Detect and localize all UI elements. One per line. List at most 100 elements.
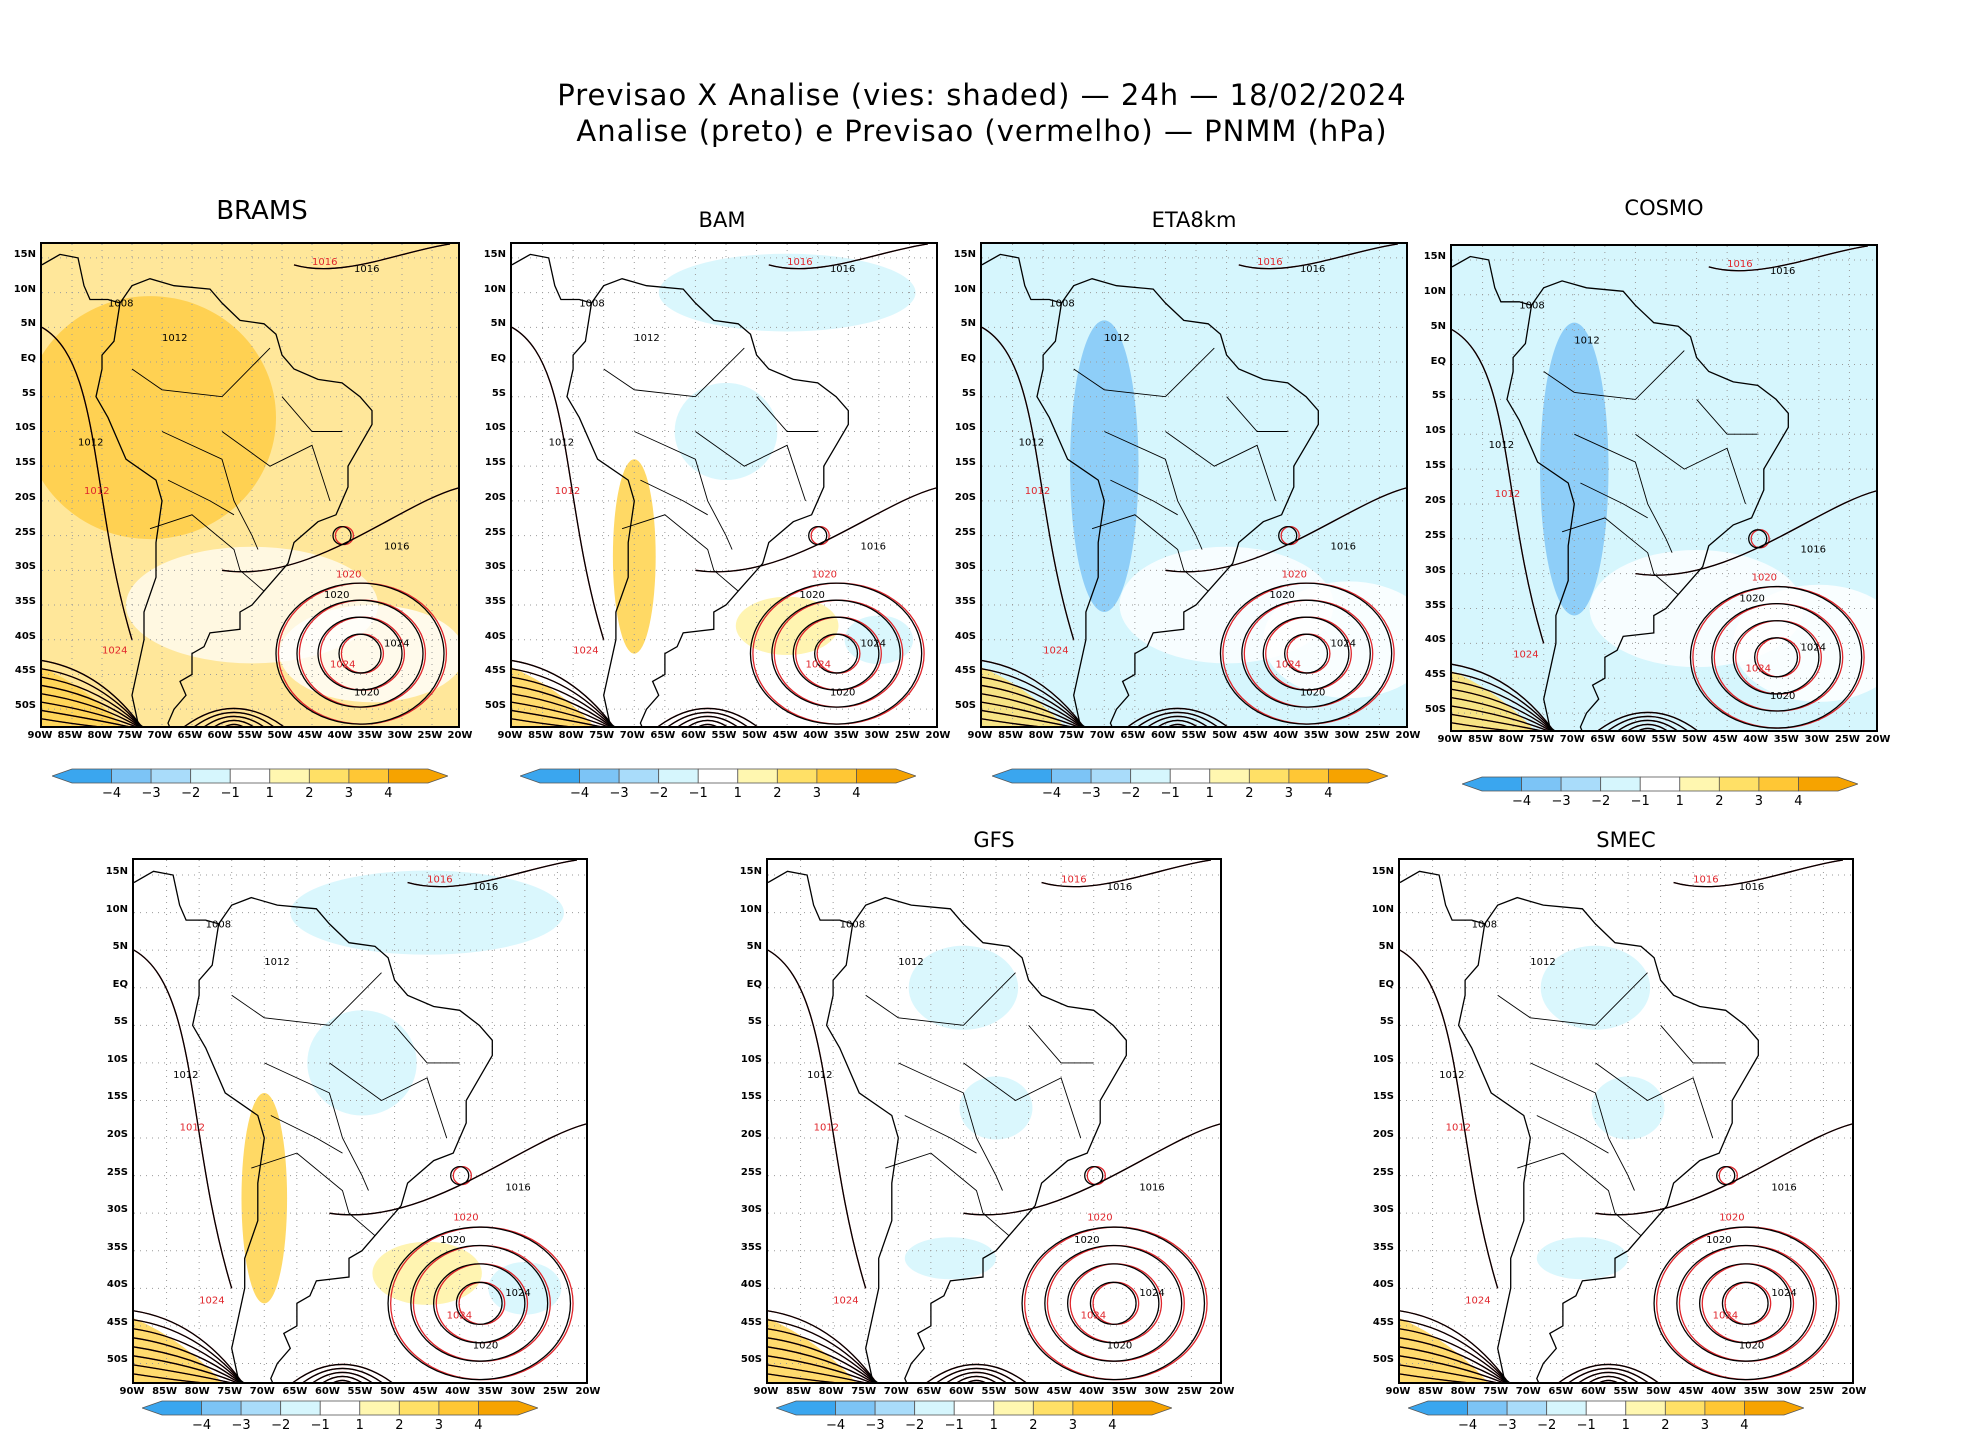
colorbar-swatch: [478, 1400, 540, 1416]
lon-tick-label: 80W: [1028, 730, 1054, 741]
lon-tick-label: 35W: [477, 1386, 503, 1397]
lat-tick-label: 40S: [740, 1279, 762, 1291]
colorbar-swatch: [776, 768, 818, 784]
lat-tick-label: 25S: [954, 526, 976, 538]
colorbar-swatch: [269, 768, 310, 784]
lon-tick-label: 35W: [357, 730, 383, 741]
lat-tick-label: 20S: [14, 491, 36, 503]
contour-label: 1012: [264, 957, 289, 968]
contour-label: 1016: [1801, 545, 1826, 556]
contour-label: 1012: [84, 486, 109, 497]
lat-tick-label: 35S: [740, 1241, 762, 1253]
lon-tick-label: 60W: [1580, 1386, 1606, 1397]
lon-tick-label: 80W: [558, 730, 584, 741]
contour-label: 1020: [1300, 687, 1325, 698]
colorbar-label: 2: [1245, 786, 1254, 801]
lon-tick-label: 30W: [1804, 734, 1830, 745]
lon-tick-label: 45W: [1242, 730, 1268, 741]
colorbar-swatch: [308, 768, 350, 784]
lon-tick-label: 55W: [711, 730, 737, 741]
lon-tick-label: 65W: [1590, 734, 1616, 745]
lon-tick-label: 55W: [1651, 734, 1677, 745]
lon-tick-label: 25W: [1834, 734, 1860, 745]
lat-tick-label: 10S: [484, 422, 506, 434]
lon-tick-label: 20W: [1841, 1386, 1867, 1397]
lon-tick-label: 80W: [87, 730, 113, 741]
lon-tick-label: 85W: [152, 1386, 178, 1397]
colorbar-label: −4: [1511, 794, 1532, 809]
lon-tick-label: 90W: [967, 730, 993, 741]
lon-tick-label: 90W: [497, 730, 523, 741]
contour-label: 1012: [162, 333, 187, 344]
colorbar-swatch: [1467, 1400, 1508, 1416]
contour-label: 1012: [1489, 440, 1514, 451]
map-plot: 1008 1012 1016 1020 1024 1020 1016 1012 1016 1012…: [1452, 246, 1876, 730]
lat-tick-label: 5S: [113, 1016, 128, 1028]
lon-tick-label: 90W: [27, 730, 53, 741]
contour-label: 1012: [1495, 489, 1520, 500]
colorbar-label: −2: [271, 1418, 291, 1433]
lon-tick-label: 70W: [619, 730, 645, 741]
contour-label: 1016: [473, 882, 498, 893]
colorbar-label: 4: [852, 786, 861, 801]
lon-tick-label: 25W: [417, 730, 443, 741]
contour-label: 1012: [173, 1070, 198, 1081]
colorbar-swatch: [658, 768, 699, 784]
colorbar-label: −2: [905, 1418, 925, 1433]
colorbar-swatch: [348, 768, 389, 784]
panel-title: GFS: [973, 828, 1015, 852]
contour-label: 1008: [206, 920, 231, 931]
map-frame: 1008 1012 1016 1020 1024 1020 1016 1012 1016 1012…: [1450, 244, 1878, 732]
contour-label: 1012: [814, 1123, 839, 1134]
lat-tick-label: 5S: [1431, 390, 1446, 402]
lat-tick-label: 30S: [954, 561, 976, 573]
contour-label: 1016: [1257, 257, 1282, 268]
contour-label: 1020: [1107, 1340, 1132, 1351]
lat-tick-label: 15N: [1371, 866, 1394, 878]
lon-tick-label: 65W: [282, 1386, 308, 1397]
colorbar-label: 4: [1740, 1418, 1749, 1433]
contour-label: 1020: [830, 687, 855, 698]
lon-tick-label: 75W: [217, 1386, 243, 1397]
colorbar-label: −1: [1160, 786, 1180, 801]
colorbar-swatch: [697, 768, 739, 784]
lon-tick-label: 30W: [387, 730, 413, 741]
contour-label: 1012: [1574, 336, 1599, 347]
lat-tick-label: 45S: [954, 665, 976, 677]
colorbar-swatch: [1406, 1400, 1468, 1416]
lon-tick-label: 65W: [650, 730, 676, 741]
lat-tick-label: 15S: [106, 1091, 128, 1103]
colorbar-swatch: [737, 768, 778, 784]
colorbar-label: 2: [1661, 1418, 1670, 1433]
lon-tick-label: 90W: [753, 1386, 779, 1397]
colorbar-label: 2: [395, 1418, 404, 1433]
contour-label: 1024: [1745, 663, 1770, 674]
lat-tick-label: 5N: [1378, 941, 1394, 953]
lat-tick-label: 20S: [484, 491, 506, 503]
colorbar-label: 1: [1675, 794, 1684, 809]
lon-tick-label: 45W: [1678, 1386, 1704, 1397]
contour-label: 1020: [354, 687, 379, 698]
lon-tick-label: 50W: [267, 730, 293, 741]
contour-label: 1016: [1727, 259, 1752, 270]
lat-tick-label: EQ: [20, 353, 36, 365]
lon-tick-label: 85W: [1468, 734, 1494, 745]
colorbar-swatch: [1032, 1400, 1074, 1416]
lon-tick-label: 55W: [1613, 1386, 1639, 1397]
lat-tick-label: 5N: [1430, 320, 1446, 332]
lon-tick-label: 30W: [1776, 1386, 1802, 1397]
lat-tick-label: 10S: [1372, 1053, 1394, 1065]
lat-tick-label: 45S: [1372, 1316, 1394, 1328]
lat-tick-label: 30S: [14, 561, 36, 573]
colorbar-swatch: [993, 1400, 1034, 1416]
contour-label: 1016: [1139, 1183, 1164, 1194]
lon-tick-label: 85W: [57, 730, 83, 741]
map-frame: 1008 1012 1016 1020 1024 1020 1016 1012 1016 1012…: [766, 858, 1222, 1384]
lat-tick-label: 20S: [740, 1129, 762, 1141]
lon-tick-label: 20W: [575, 1386, 601, 1397]
map-plot: 1008 1012 1016 1020 1024 1020 1016 1012 1016 1012…: [768, 860, 1220, 1382]
lat-tick-label: 40S: [14, 630, 36, 642]
panel-title: COSMO: [1624, 196, 1704, 220]
lat-tick-label: 45S: [740, 1316, 762, 1328]
lon-tick-label: 25W: [1364, 730, 1390, 741]
